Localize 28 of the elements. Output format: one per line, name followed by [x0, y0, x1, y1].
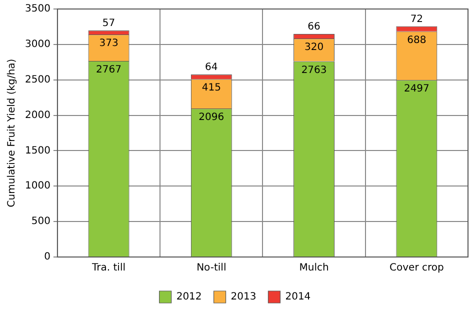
y-tick-label: 1000 [24, 180, 50, 192]
data-label: 2096 [198, 112, 224, 124]
data-label: 57 [102, 18, 116, 30]
data-label: 2767 [96, 64, 122, 76]
y-axis-title: Cumulative Fruit Yield (kg/ha) [6, 58, 18, 208]
x-tick-label: No-till [196, 262, 226, 274]
x-tick-label: Tra. till [91, 262, 126, 274]
y-tick-label: 3500 [24, 4, 50, 15]
data-label: 64 [205, 62, 218, 74]
data-label: 2497 [404, 84, 430, 95]
x-tick-label: Cover crop [390, 262, 444, 274]
legend-label: 2013 [230, 292, 256, 303]
data-label: 415 [202, 82, 221, 94]
data-label: 373 [99, 38, 118, 50]
y-tick-label: 2000 [24, 110, 50, 121]
y-tick-label: 2500 [24, 74, 50, 86]
data-label: 72 [410, 14, 424, 25]
y-tick-label: 3000 [24, 39, 50, 50]
y-tick-label: 1500 [24, 145, 50, 156]
y-tick-label: 500 [31, 216, 50, 228]
x-tick-label: Mulch [299, 262, 329, 274]
data-label: 2763 [301, 64, 327, 76]
data-label: 66 [308, 21, 320, 32]
data-label: 688 [407, 34, 426, 46]
legend-label: 2012 [176, 292, 202, 303]
data-label: 320 [304, 42, 324, 54]
legend-label: 2014 [285, 292, 311, 303]
y-tick-label: 0 [44, 252, 50, 263]
